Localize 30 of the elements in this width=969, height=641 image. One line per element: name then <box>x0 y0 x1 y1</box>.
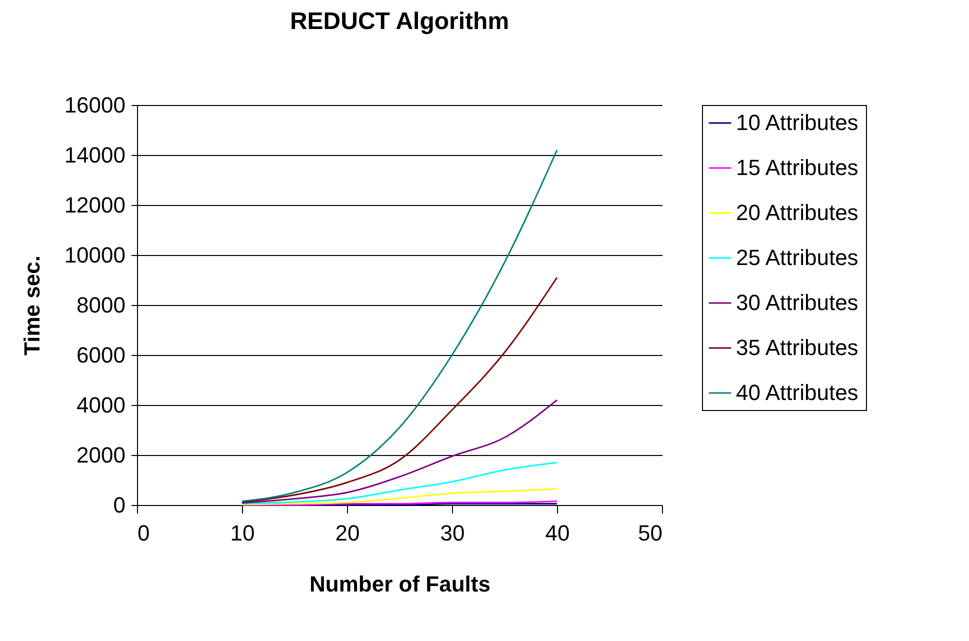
y-tick-label: 8000 <box>76 292 126 318</box>
y-tick-label: 6000 <box>76 342 126 368</box>
line-series <box>241 462 558 504</box>
legend-label: 25 Attributes <box>736 245 858 270</box>
line-series <box>241 149 558 502</box>
x-axis-title: Number of Faults <box>310 572 490 596</box>
x-tick-label: 10 <box>230 520 255 546</box>
line-series <box>241 488 558 506</box>
legend-label: 30 Attributes <box>736 290 858 315</box>
legend-label: 10 Attributes <box>736 110 858 135</box>
legend-label: 15 Attributes <box>736 155 858 180</box>
y-tick-label: 16000 <box>64 92 126 118</box>
legend-label: 40 Attributes <box>736 380 858 405</box>
line-series <box>241 276 558 503</box>
x-tick-label: 50 <box>638 520 662 546</box>
y-tick-label: 0 <box>113 492 126 518</box>
y-tick-label: 10000 <box>64 242 126 268</box>
chart-title: REDUCT Algorithm <box>290 8 510 35</box>
x-tick-label: 20 <box>335 520 360 546</box>
y-tick-label: 12000 <box>64 192 126 218</box>
x-tick-label: 30 <box>440 520 465 546</box>
line-series <box>241 399 558 504</box>
y-tick-label: 2000 <box>76 442 126 468</box>
y-tick-label: 4000 <box>76 392 126 418</box>
y-tick-label: 14000 <box>64 142 126 168</box>
legend-label: 20 Attributes <box>736 200 858 225</box>
legend-label: 35 Attributes <box>736 335 858 360</box>
x-tick-label: 0 <box>138 520 150 546</box>
x-tick-label: 40 <box>545 520 570 546</box>
y-axis-title: Time sec. <box>19 256 44 356</box>
